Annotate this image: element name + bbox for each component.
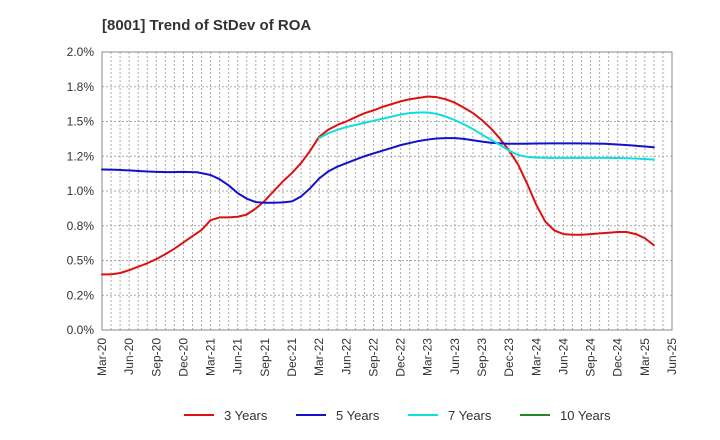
x-tick-label: Jun-25	[665, 338, 679, 375]
x-tick-label: Jun-21	[231, 338, 245, 375]
x-tick-label: Mar-24	[529, 338, 543, 376]
x-tick-label: Jun-20	[122, 338, 136, 375]
series-line-3-years	[101, 95, 655, 276]
y-tick-label: 0.0%	[67, 323, 95, 337]
y-tick-label: 0.5%	[67, 254, 95, 268]
y-axis: 0.0% 0.2% 0.5% 0.8% 1.0% 1.2% 1.5% 1.8% 2.0%	[67, 45, 95, 337]
y-tick-label: 0.2%	[67, 288, 95, 302]
y-tick-label: 1.5%	[67, 115, 95, 129]
x-tick-label: Mar-25	[638, 338, 652, 376]
x-tick-label: Dec-23	[502, 338, 516, 377]
legend-label: 7 Years	[448, 408, 492, 423]
series-line-5-years	[101, 137, 655, 204]
x-tick-label: Jun-22	[339, 338, 353, 375]
y-tick-label: 1.2%	[67, 149, 95, 163]
x-tick-label: Dec-24	[611, 338, 625, 377]
x-tick-label: Jun-24	[556, 338, 570, 375]
series-line-7-years	[318, 111, 655, 161]
legend-label: 10 Years	[560, 408, 611, 423]
plot-border	[101, 51, 673, 331]
x-tick-label: Jun-23	[448, 338, 462, 375]
x-axis: Mar-20 Jun-20 Sep-20 Dec-20 Mar-21 Jun-21 Sep-…	[95, 338, 679, 377]
legend-label: 3 Years	[224, 408, 268, 423]
series-lines	[101, 95, 655, 276]
legend-label: 5 Years	[336, 408, 380, 423]
x-tick-label: Mar-23	[421, 338, 435, 376]
y-tick-label: 2.0%	[67, 45, 95, 59]
x-tick-label: Mar-20	[95, 338, 109, 376]
x-tick-label: Dec-22	[394, 338, 408, 377]
x-tick-label: Sep-24	[584, 338, 598, 377]
x-tick-label: Dec-21	[285, 338, 299, 377]
chart-title: [8001] Trend of StDev of ROA	[102, 17, 311, 34]
y-tick-label: 1.0%	[67, 184, 95, 198]
y-tick-label: 1.8%	[67, 80, 95, 94]
x-tick-label: Sep-20	[149, 338, 163, 377]
y-tick-label: 0.8%	[67, 219, 95, 233]
x-tick-label: Mar-21	[204, 338, 218, 376]
x-tick-label: Sep-22	[366, 338, 380, 377]
x-tick-label: Mar-22	[312, 338, 326, 376]
legend: 3 Years 5 Years 7 Years 10 Years	[184, 408, 611, 423]
x-tick-label: Dec-20	[176, 338, 190, 377]
x-tick-label: Sep-21	[258, 338, 272, 377]
grid-lines	[101, 51, 673, 331]
x-tick-label: Sep-23	[475, 338, 489, 377]
